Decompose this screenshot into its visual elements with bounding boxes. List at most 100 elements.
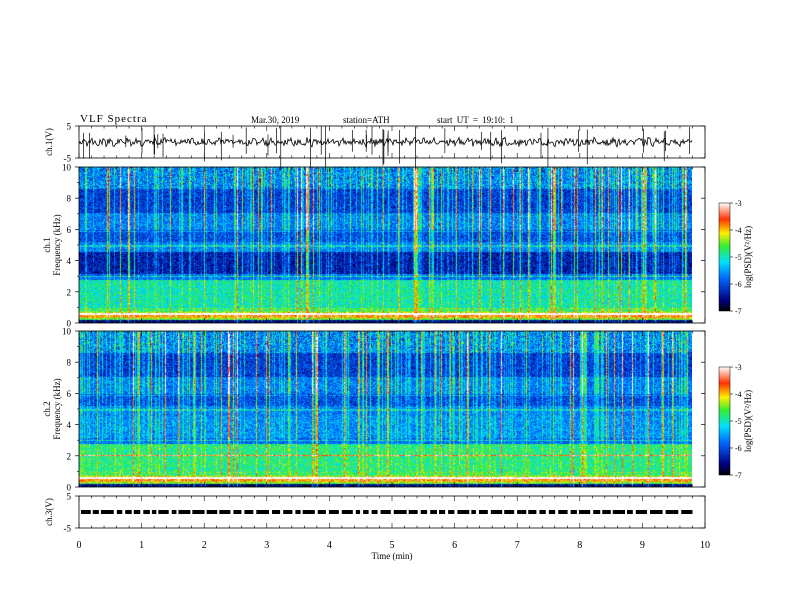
ch3-waveform-segment [602,510,611,514]
ch1-frequency-axis-label: Frequency (kHz) [52,214,62,275]
ch1-spectrogram-axis-label: ch.1 [42,237,52,252]
y-tick-label: 8 [67,194,72,204]
y-tick-label: 10 [62,163,72,173]
ch3-waveform-segment [100,510,114,514]
ch3-waveform-segment [420,510,428,514]
ch3-waveform-segment [295,510,301,514]
ch3-waveform-segment [627,510,633,514]
ch3-waveform-segment [125,510,132,514]
ch3-waveform-segment [681,510,693,514]
x-tick-label: 7 [515,540,520,551]
ch3-waveform-segment [178,510,191,514]
date-label: Mar.30, 2019 [251,115,300,125]
ch3-waveform-segment [408,510,418,514]
ch3-waveform-segment [665,510,679,514]
ch3-waveform-segment [371,510,378,514]
x-tick-label: 9 [640,540,645,551]
ch3-waveform-segment [635,510,647,514]
x-tick-label: 4 [327,540,332,551]
y-tick-label: 0 [67,483,72,493]
ch3-waveform-segment [341,510,353,514]
ch3-waveform-segment [612,510,626,514]
y-tick-label: 4 [67,256,72,266]
ch3-waveform-segment [81,510,91,514]
colorbar-tick-label: -3 [735,363,742,372]
ch3-voltage-axis-label: ch.3(V) [44,498,54,526]
colorbar [718,366,731,476]
ch3-waveform-segment [192,510,205,514]
x-tick-label: 1 [139,540,144,551]
y-tick-label: 2 [67,451,72,461]
colorbar-tick-label: -6 [735,444,742,453]
ch3-waveform-segment [478,510,488,514]
colorbar-tick-label: -3 [735,199,742,208]
ch3-waveform-segment [528,510,537,514]
ch3-waveform-segment [328,510,339,514]
colorbar-tick-label: -7 [735,471,742,480]
ch3-waveform-segment [256,510,270,514]
x-tick-label: 8 [577,540,582,551]
y-tick-label: -5 [64,524,72,534]
colorbar-tick-label: -6 [735,280,742,289]
ch3-waveform-segment [570,510,577,514]
colorbar-label: log(PSD)(V²/Hz) [743,390,753,452]
colorbar-tick-label: -7 [735,307,742,316]
colorbar [718,202,731,312]
ch3-waveform-segment [171,510,177,514]
ch3-waveform-segment [517,510,527,514]
y-tick-label: -5 [64,154,72,164]
x-tick-label: 3 [264,540,269,551]
ch3-waveform-segment [578,510,591,514]
ch2-spectrogram-axis-label: ch.2 [42,401,52,416]
y-tick-label: 6 [67,225,72,235]
colorbar-tick-label: -4 [735,226,742,235]
x-tick-label: 5 [390,540,395,551]
ch3-waveform-segment [355,510,361,514]
ch3-waveform-segment [593,510,601,514]
x-tick-label: 0 [77,540,82,551]
ch1-voltage-axis-label: ch.1(V) [44,128,54,156]
ch3-waveform-segment [363,510,369,514]
ch3-waveform-segment [92,510,99,514]
colorbar-tick-label: -5 [735,253,742,262]
colorbar-tick-label: -5 [735,417,742,426]
ch3-waveform-segment [558,510,568,514]
station-label: station=ATH [343,115,390,125]
start-time-label: start UT = 19:10: 1 [437,115,514,125]
ch3-waveform-segment [158,510,169,514]
ch3-waveform-segment [116,510,123,514]
ch3-waveform-segment [244,510,254,514]
x-axis-label: Time (min) [372,551,413,561]
colorbar-tick-label: -4 [735,390,742,399]
ch3-waveform-segment [490,510,503,514]
ch2-spectrogram-image [79,331,692,487]
x-tick-label: 2 [202,540,207,551]
y-tick-label: 5 [67,122,72,132]
y-tick-label: 6 [67,389,72,399]
ch3-waveform-segment [206,510,218,514]
ch1-waveform-line [78,136,693,149]
ch1-spectrogram-image [79,167,692,323]
ch3-waveform-segment [151,510,157,514]
y-tick-label: 2 [67,287,72,297]
x-tick-label: 10 [700,540,710,551]
ch3-waveform-segment [393,510,407,514]
ch3-waveform-segment [272,510,281,514]
ch3-waveform-segment [233,510,242,514]
ch3-waveform-segment [302,510,315,514]
chart-title: VLF Spectra [80,113,148,125]
ch3-waveform-segment [649,510,663,514]
ch3-waveform-segment [380,510,391,514]
y-tick-label: 0 [67,319,72,329]
ch3-waveform-segment [283,510,293,514]
ch3-waveform-segment [548,510,556,514]
ch3-waveform-segment [439,510,446,514]
ch3-waveform-segment [471,510,476,514]
ch3-waveform-segment [504,510,515,514]
ch3-waveform-segment [317,510,326,514]
colorbar-label: log(PSD)(V²/Hz) [743,226,753,288]
y-tick-label: 8 [67,358,72,368]
x-tick-label: 6 [452,540,457,551]
ch3-waveform-segment [133,510,141,514]
